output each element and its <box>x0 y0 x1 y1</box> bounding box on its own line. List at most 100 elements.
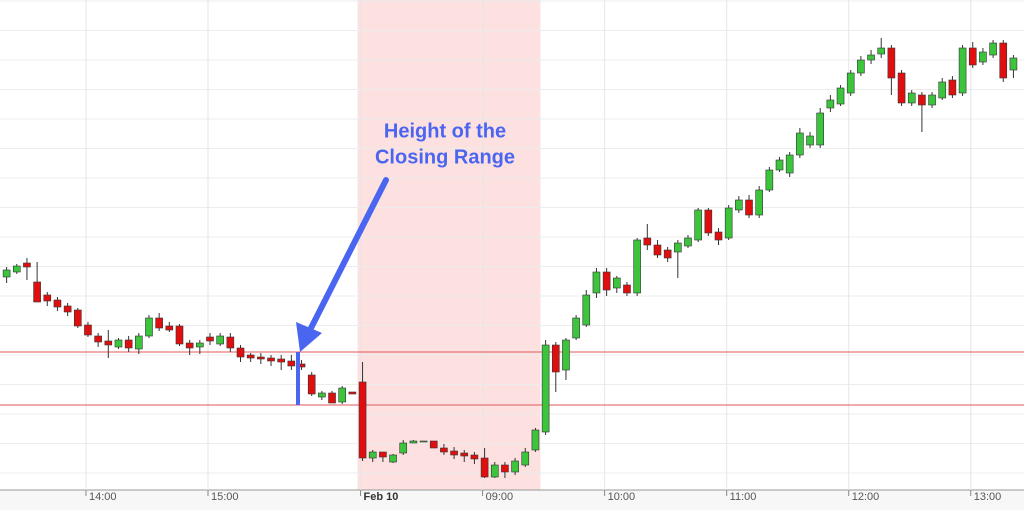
x-tick-label: 12:00 <box>852 491 880 503</box>
candle-body <box>846 72 855 94</box>
candle-body <box>206 336 214 342</box>
candle-body <box>694 209 702 241</box>
candle-body <box>480 457 489 478</box>
candle-body <box>267 357 275 362</box>
candle-body <box>389 454 397 463</box>
candle-body <box>124 339 133 349</box>
candle-body <box>53 299 62 308</box>
candle-body <box>765 169 774 191</box>
x-tick-label: 11:00 <box>730 491 757 503</box>
candle-body <box>572 317 580 339</box>
candle-body <box>775 159 784 171</box>
candle-body <box>501 464 509 473</box>
candle-body <box>806 135 814 146</box>
candle-body <box>592 271 601 294</box>
candle-body <box>999 42 1008 79</box>
candle-body <box>836 87 845 105</box>
candle-body <box>612 277 621 289</box>
candle-body <box>33 281 41 303</box>
candle-body <box>318 392 326 398</box>
candle-body <box>307 374 316 395</box>
candle-body <box>826 99 835 109</box>
candle-body <box>94 335 102 343</box>
candle-body <box>338 387 347 403</box>
candle-body <box>470 454 479 460</box>
candle-body <box>145 317 153 337</box>
candle-body <box>521 451 530 466</box>
candle-body <box>582 294 591 326</box>
candle-body <box>745 199 753 216</box>
candle-body <box>135 335 143 350</box>
candle-body <box>704 209 713 234</box>
candle-body <box>429 440 438 449</box>
session-highlight <box>357 0 541 490</box>
candle-body <box>368 451 377 459</box>
candle-body <box>653 244 662 256</box>
candle-body <box>735 199 743 211</box>
candle-body <box>257 356 265 360</box>
candle-body <box>23 262 31 268</box>
candle-body <box>490 464 499 478</box>
candle-body <box>541 344 550 433</box>
candle-body <box>562 339 570 371</box>
candle-body <box>196 342 204 348</box>
candle-body <box>43 294 52 302</box>
candle-body <box>857 59 865 74</box>
candle-body <box>989 42 997 56</box>
candle-body <box>928 94 936 106</box>
candle-body <box>623 284 631 294</box>
candle-body <box>379 451 387 458</box>
candle-body <box>897 72 906 104</box>
candle-body <box>968 47 977 66</box>
candle-body <box>165 325 174 331</box>
candle-body <box>114 339 123 348</box>
x-tick-label: 13:00 <box>974 491 1002 503</box>
x-tick-label: 10:00 <box>608 491 636 503</box>
candle-body <box>724 207 733 239</box>
candle-body <box>1009 57 1018 71</box>
candle-body <box>236 347 245 358</box>
candle-body <box>460 452 469 457</box>
candle-body <box>785 154 794 174</box>
candle-body <box>63 305 72 313</box>
candle-body <box>531 429 540 451</box>
candle-body <box>328 392 336 404</box>
candle-body <box>674 242 682 253</box>
annotation-arrowhead <box>296 322 322 352</box>
annotation-arrow <box>306 177 389 335</box>
candle-body <box>602 271 611 291</box>
annotation-text: Closing Range <box>375 146 515 168</box>
candle-body <box>684 237 692 247</box>
candle-body <box>104 340 113 346</box>
candle-body <box>887 47 896 79</box>
candle-body <box>2 269 11 278</box>
candle-body <box>633 239 641 294</box>
x-tick-label: 14:00 <box>89 491 117 503</box>
candle-body <box>450 450 458 456</box>
x-tick-label: Feb 10 <box>364 491 399 503</box>
candle-body <box>226 336 235 349</box>
candle-body <box>287 360 296 367</box>
candle-body <box>796 132 804 156</box>
candles <box>2 38 1018 478</box>
candle-body <box>643 237 652 246</box>
candle-body <box>958 47 967 94</box>
candle-body <box>714 231 723 241</box>
candle-body <box>419 440 428 443</box>
candle-body <box>938 81 947 99</box>
candle-body <box>877 47 886 55</box>
x-tick-label: 09:00 <box>486 491 514 503</box>
candle-body <box>348 391 357 395</box>
candle-body <box>399 442 408 454</box>
candle-body <box>277 358 285 363</box>
annotation-layer: Height of the Closing Range <box>296 120 515 405</box>
candle-body <box>948 79 957 96</box>
annotation-text: Height of the <box>384 120 506 142</box>
x-axis-strip <box>0 490 1024 510</box>
candle-body <box>84 324 92 336</box>
candle-body <box>440 447 448 453</box>
x-tick-label: 15:00 <box>211 491 239 503</box>
candle-body <box>175 325 184 345</box>
